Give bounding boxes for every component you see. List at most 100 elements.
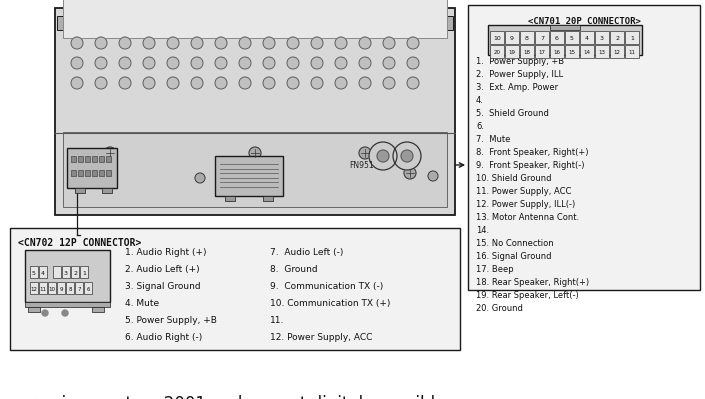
Text: 9.  Communication TX (-): 9. Communication TX (-): [270, 282, 384, 291]
Text: 3. Signal Ground: 3. Signal Ground: [125, 282, 201, 291]
Text: 8: 8: [68, 287, 72, 292]
Bar: [550, 25, 580, 30]
Bar: [610, 31, 624, 44]
Circle shape: [287, 57, 299, 69]
Bar: [92, 156, 97, 162]
Text: 10: 10: [493, 36, 501, 41]
Bar: [85, 170, 90, 176]
Text: 6.: 6.: [476, 122, 484, 131]
Bar: [468, 5, 700, 290]
Bar: [99, 170, 104, 176]
Text: 6. Audio Right (-): 6. Audio Right (-): [125, 333, 202, 342]
Bar: [106, 170, 111, 176]
Text: 19: 19: [508, 49, 515, 55]
Circle shape: [383, 57, 395, 69]
Text: 4. Mute: 4. Mute: [125, 299, 159, 308]
Circle shape: [215, 57, 227, 69]
Circle shape: [335, 57, 347, 69]
Circle shape: [359, 37, 371, 49]
Text: 13: 13: [599, 49, 606, 55]
Text: 17: 17: [539, 49, 546, 55]
Circle shape: [71, 37, 83, 49]
Text: 6: 6: [555, 36, 559, 41]
Bar: [25, 302, 110, 307]
Text: 20: 20: [493, 49, 501, 55]
Bar: [595, 31, 609, 44]
Text: 17. Beep: 17. Beep: [476, 265, 514, 274]
Bar: [10, 228, 460, 350]
Bar: [565, 31, 579, 44]
Bar: [57, 282, 65, 294]
Bar: [84, 282, 92, 294]
Circle shape: [428, 171, 438, 181]
Bar: [580, 31, 594, 44]
Text: 12. Power Supply, ACC: 12. Power Supply, ACC: [270, 333, 372, 342]
Bar: [520, 31, 534, 44]
Bar: [106, 156, 111, 162]
Text: 1: 1: [82, 271, 86, 276]
Bar: [565, 45, 579, 58]
Text: 2: 2: [73, 271, 77, 276]
Bar: [66, 282, 74, 294]
Bar: [71, 170, 76, 176]
Text: 2.  Power Supply, ILL: 2. Power Supply, ILL: [476, 70, 563, 79]
Bar: [25, 250, 110, 302]
Text: 14.: 14.: [476, 226, 489, 235]
Text: 16. Signal Ground: 16. Signal Ground: [476, 252, 551, 261]
Circle shape: [287, 77, 299, 89]
Bar: [505, 31, 519, 44]
Bar: [625, 31, 639, 44]
Circle shape: [239, 77, 251, 89]
Text: 1: 1: [630, 36, 634, 41]
Text: 14: 14: [584, 49, 591, 55]
Text: <CN702 12P CONNECTOR>: <CN702 12P CONNECTOR>: [18, 238, 142, 248]
Circle shape: [119, 57, 131, 69]
Text: 11: 11: [39, 287, 47, 292]
Bar: [580, 45, 594, 58]
Bar: [505, 45, 519, 58]
Circle shape: [263, 77, 275, 89]
Circle shape: [239, 37, 251, 49]
Circle shape: [119, 37, 131, 49]
Text: <CN701 20P CONNECTOR>: <CN701 20P CONNECTOR>: [527, 17, 640, 26]
Bar: [39, 282, 47, 294]
Circle shape: [311, 37, 323, 49]
Text: 1. Audio Right (+): 1. Audio Right (+): [125, 248, 207, 257]
Bar: [595, 45, 609, 58]
Bar: [625, 45, 639, 58]
Circle shape: [167, 37, 179, 49]
Circle shape: [359, 57, 371, 69]
Text: 8.  Front Speaker, Right(+): 8. Front Speaker, Right(+): [476, 148, 589, 157]
Bar: [535, 31, 549, 44]
Circle shape: [191, 37, 203, 49]
Text: 5. Power Supply, +B: 5. Power Supply, +B: [125, 316, 217, 325]
Circle shape: [95, 57, 107, 69]
Circle shape: [401, 150, 413, 162]
Circle shape: [71, 57, 83, 69]
Circle shape: [407, 57, 419, 69]
Circle shape: [369, 142, 397, 170]
Text: 3: 3: [600, 36, 604, 41]
Text: 7.  Audio Left (-): 7. Audio Left (-): [270, 248, 343, 257]
Bar: [57, 16, 453, 30]
Bar: [80, 266, 88, 278]
Text: 13. Motor Antenna Cont.: 13. Motor Antenna Cont.: [476, 213, 579, 222]
Bar: [102, 188, 112, 193]
Bar: [535, 45, 549, 58]
Text: 10. Communication TX (+): 10. Communication TX (+): [270, 299, 391, 308]
Circle shape: [143, 57, 155, 69]
Text: 8.  Ground: 8. Ground: [270, 265, 318, 274]
Bar: [30, 266, 38, 278]
Circle shape: [359, 147, 371, 159]
Text: 9: 9: [510, 36, 514, 41]
Circle shape: [311, 77, 323, 89]
Circle shape: [191, 57, 203, 69]
Circle shape: [249, 147, 261, 159]
Bar: [520, 45, 534, 58]
Circle shape: [42, 310, 48, 316]
Bar: [75, 188, 85, 193]
Circle shape: [191, 77, 203, 89]
Circle shape: [167, 77, 179, 89]
Circle shape: [143, 37, 155, 49]
Bar: [67, 148, 117, 188]
